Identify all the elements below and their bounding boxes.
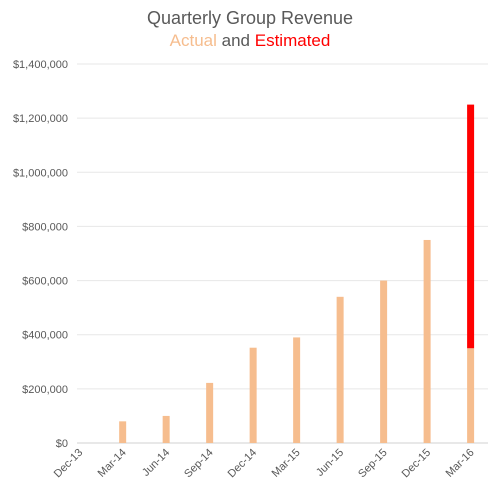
bar-actual xyxy=(119,421,127,443)
y-tick-label: $1,000,000 xyxy=(13,167,68,179)
x-tick-label: Jun-15 xyxy=(314,447,346,479)
bar-actual xyxy=(336,296,344,443)
x-tick-label: Mar-14 xyxy=(96,447,129,480)
x-tick-label: Mar-15 xyxy=(270,447,303,480)
x-tick-label: Dec-13 xyxy=(52,447,86,481)
legend-actual: Actual xyxy=(169,31,217,50)
y-tick-label: $800,000 xyxy=(22,221,68,233)
y-tick-label: $600,000 xyxy=(22,276,68,288)
label-layer: $0 $200,000 $400,000 $600,000 $800,000 $1,000… xyxy=(13,59,477,480)
bar-actual xyxy=(423,239,431,443)
chart-title: Quarterly Group Revenue xyxy=(146,8,354,28)
bar-actual xyxy=(206,382,214,443)
chart-subtitle: Actual and Estimated xyxy=(0,31,500,51)
y-tick-label: $200,000 xyxy=(22,384,68,396)
bar-actual xyxy=(467,348,475,443)
x-tick-label: Dec-15 xyxy=(400,447,434,481)
x-tick-label: Sep-15 xyxy=(356,447,390,481)
x-tick-label: Dec-14 xyxy=(226,447,260,481)
y-tick-label: $1,200,000 xyxy=(13,113,68,125)
legend-and: and xyxy=(221,31,251,50)
legend-estimated: Estimated xyxy=(254,31,331,50)
bar-layer xyxy=(119,104,475,443)
bar-actual xyxy=(249,347,257,443)
x-tick-label: Sep-14 xyxy=(182,447,216,481)
grid-layer xyxy=(77,63,488,390)
y-tick-label: $0 xyxy=(56,438,68,450)
y-tick-label: $1,400,000 xyxy=(13,59,68,71)
bar-estimated xyxy=(467,104,475,349)
x-tick-label: Jun-14 xyxy=(140,447,172,479)
y-tick-label: $400,000 xyxy=(22,330,68,342)
x-tick-label: Mar-16 xyxy=(444,447,477,480)
bar-actual xyxy=(293,337,301,443)
bar-actual xyxy=(380,280,388,443)
bar-actual xyxy=(162,415,170,443)
